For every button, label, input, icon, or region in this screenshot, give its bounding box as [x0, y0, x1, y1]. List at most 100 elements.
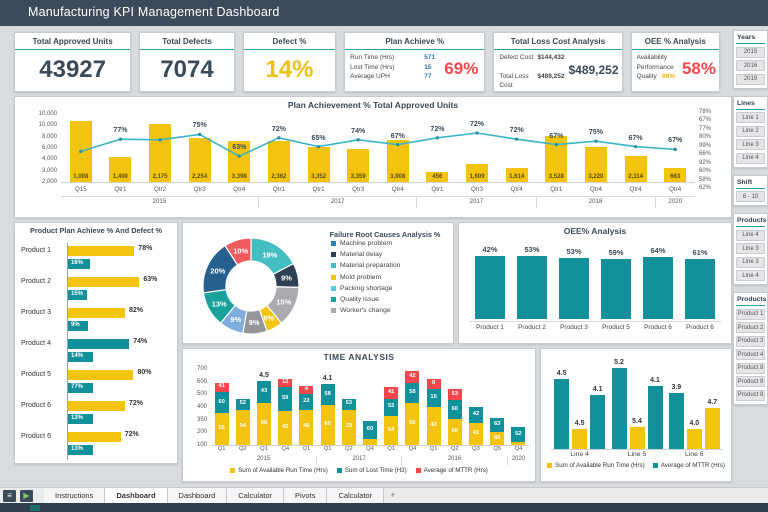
slicer-item[interactable]: Product 4 [736, 349, 765, 360]
time-category-label: Q3 [472, 446, 480, 452]
y2-axis-tick-label: 78% [699, 109, 712, 115]
time-segment: 55 [214, 413, 229, 445]
y2-axis-tick-label: 62% [699, 184, 712, 191]
time-segment: 60 [490, 432, 505, 445]
sheet-tab-dashboard[interactable]: Dashboard [167, 488, 228, 504]
metric-row: Quality 86% [636, 73, 675, 80]
slicer-title: Lines [736, 99, 765, 110]
slicer-item[interactable]: 2015 [736, 46, 765, 58]
sheet-view-icon[interactable]: ▶ [20, 490, 33, 502]
time-segment: 42 [278, 411, 293, 445]
slicer-item[interactable]: Product 8 [736, 376, 765, 387]
slicer-item[interactable]: Line 3 [736, 139, 765, 150]
legend-item: Packing shortage [331, 285, 449, 292]
donut-slice-label: 9% [281, 273, 292, 282]
approved-units-bar: 3,528 [545, 135, 568, 182]
time-segment-label: 54 [239, 423, 247, 430]
plan-achieve-value-label: 72% [124, 431, 139, 438]
plan-achieve-bar [68, 308, 125, 318]
kpi-value: $489,252 [568, 63, 619, 77]
product-bar-area: 78% 16% [67, 243, 153, 274]
slicer-item[interactable]: 2016 [736, 60, 765, 71]
bar-value-label: 663 [670, 174, 681, 180]
time-y-tick-label: 400 [196, 403, 207, 410]
slicer-item[interactable]: Line 4 [736, 152, 765, 164]
time-category-label: Q4 [281, 446, 290, 452]
legend-swatch [331, 296, 336, 302]
oee-category-label: Product 3 [560, 324, 588, 331]
sheet-tab-pivots[interactable]: Pivots [284, 488, 328, 504]
page-title: Manufacturing KPI Management Dashboard [28, 5, 280, 19]
line-runtime-mttr-panel: 4.5 4.5 4.1 5.2 5.4 4.1 3.9 4.0 4.7 Line 4 Line 5… [540, 348, 732, 482]
metric-row: Average UPH 77 [350, 73, 432, 80]
time-segment-label: 53 [345, 400, 353, 407]
y-axis-tick-label: 10,000 [38, 111, 57, 117]
sheet-tab-calculator[interactable]: Calculator [227, 488, 285, 504]
time-segment-label: 60 [451, 405, 459, 412]
approved-units-bar: 1,400 [109, 156, 132, 182]
time-segment: 52 [511, 427, 526, 442]
sheet-tab-instructions[interactable]: Instructions [44, 488, 106, 504]
slicer-item[interactable]: 6 - 10 [736, 191, 765, 202]
slicer-item[interactable]: Line 4 [736, 270, 765, 281]
donut-slice-label: 19% [262, 250, 277, 259]
slicer-item[interactable]: Line 2 [736, 125, 765, 137]
bar-value-label: 3,398 [231, 174, 247, 180]
approved-units-bar: 2,254 [188, 137, 211, 182]
x-axis-category-label: Q15 [74, 186, 87, 193]
legend-item: Mold problem [331, 274, 449, 281]
add-sheet-icon[interactable]: + [390, 490, 396, 500]
slicer-item[interactable]: Line 4 [736, 229, 765, 241]
kpi-card-plan-achieve: Plan Achieve % Run Time (Hrs) 571 Lost Ti… [344, 32, 486, 92]
title-bar: Manufacturing KPI Management Dashboard [0, 0, 768, 26]
bar-value-label: 3,220 [588, 174, 604, 180]
time-segment: 53 [341, 398, 356, 410]
slicer-title: Products [736, 295, 766, 306]
plan-achieve-bar [68, 246, 135, 256]
sheet-tab-calculator[interactable]: Calculator [327, 488, 385, 504]
slicer-item[interactable]: Product 3 [736, 335, 765, 347]
slicer-item[interactable]: 2019 [736, 73, 765, 85]
y2-axis-tick-label: 58% [699, 176, 712, 183]
y-axis-tick-label: 2,000 [41, 178, 57, 185]
bar-value-label: 456 [432, 174, 443, 180]
slicer-item[interactable]: Product 8 [736, 389, 765, 401]
product-label: Product 6 [21, 402, 51, 409]
product-plan-defect-panel: Product Plan Achieve % And Defect % Prod… [14, 222, 178, 464]
approved-units-bar: 2,362 [267, 140, 290, 182]
time-segment [511, 441, 526, 445]
kpi-title: Total Defects [140, 33, 234, 50]
time-segment-label: 41 [387, 389, 395, 396]
legend-swatch [415, 468, 421, 473]
y2-axis-tick-label: 99% [699, 142, 712, 149]
slicer-item[interactable]: Product 8 [736, 362, 765, 374]
slicer-sidebar: Years 2015 2016 2019 Lines Line 1 Line 2 Line 3… [733, 30, 768, 412]
product-row: Product 3 82% 9% [21, 305, 173, 336]
approved-units-bar: 2,114 [624, 156, 647, 182]
time-segment [363, 438, 377, 445]
sheet-tab-dashboard[interactable]: Dashboard [105, 488, 168, 504]
slicer-item[interactable]: Product 2 [736, 322, 765, 333]
time-category-label: Q1 [302, 446, 311, 452]
x-axis-category-label: Qtr1 [272, 186, 285, 193]
time-segment: 59 [278, 387, 293, 412]
donut-slice-label: 13% [212, 300, 227, 309]
x-axis-category-label: Qtr4 [510, 186, 523, 193]
workbook-menu-icon[interactable]: ≡ [3, 490, 16, 502]
plan-achieve-point-label: 72% [470, 121, 485, 129]
bar-value-label: 1,609 [469, 174, 485, 180]
time-segment: 52 [235, 398, 250, 410]
slicer-title: Shift [736, 178, 765, 189]
slicer-item[interactable]: Line 3 [736, 243, 765, 254]
grouped-bar-label: 5.4 [632, 417, 642, 425]
slicer-item[interactable]: Product 1 [736, 308, 765, 320]
time-segment-label: 4 [304, 385, 308, 392]
time-segment-label: 22 [303, 397, 310, 404]
oee-rows: Availability Performance Quality 86% [632, 50, 682, 82]
slicer-item[interactable]: Line 3 [736, 256, 765, 268]
sheet-tab-bar: ≡ ▶ Instructions Dashboard Dashboard Calcul… [0, 487, 768, 504]
slicer-item[interactable]: Line 1 [736, 112, 765, 123]
plan-achieve-point-label: 65% [311, 134, 326, 142]
product-bar-area: 72% 13% [67, 398, 153, 429]
failure-root-causes-panel: Failure Root Causes Analysis % 19% 9% 15% 6… [182, 222, 454, 344]
